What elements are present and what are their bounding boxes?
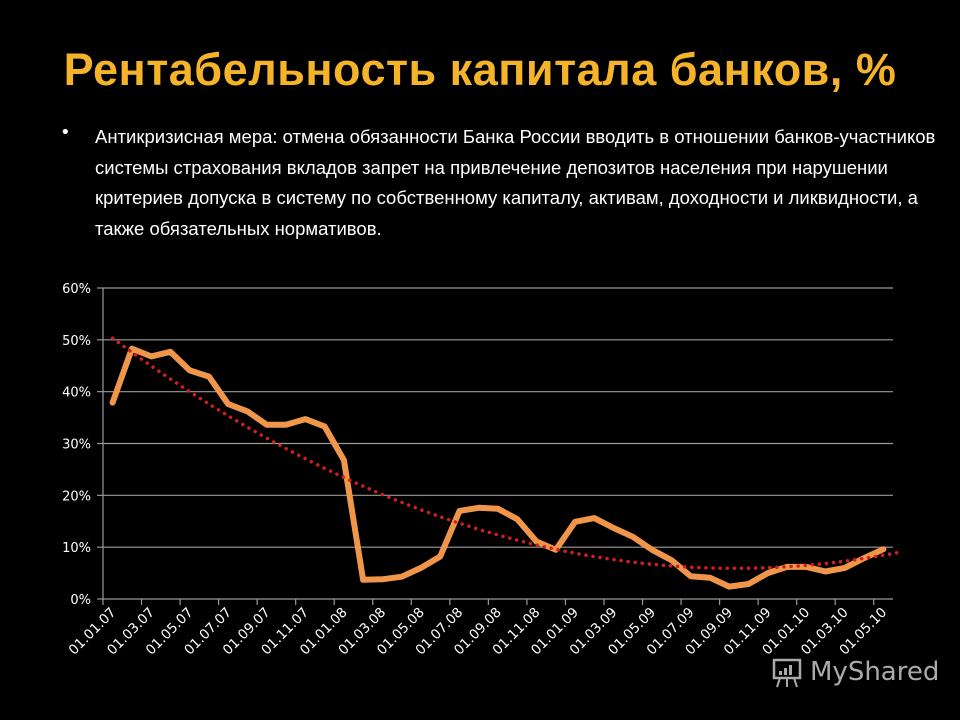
y-tick-label: 10%: [62, 541, 91, 556]
data-point: [784, 564, 790, 570]
data-point: [245, 408, 251, 414]
bullet-icon: •: [60, 122, 71, 143]
data-point: [302, 416, 308, 422]
data-point: [206, 374, 212, 380]
y-tick-label: 50%: [62, 334, 91, 349]
data-point: [167, 349, 173, 355]
slide-title: Рентабельность капитала банков, %: [63, 44, 897, 95]
y-tick-label: 60%: [62, 282, 91, 297]
data-point: [437, 553, 443, 559]
data-point: [225, 401, 231, 407]
bullet-item: • Антикризисная мера: отмена обязанности…: [60, 122, 940, 244]
watermark-text: MyShared: [810, 657, 940, 687]
y-tick-label: 20%: [62, 489, 91, 504]
presentation-board-icon: [772, 658, 802, 688]
data-point: [591, 515, 597, 521]
data-point: [187, 367, 193, 373]
watermark: MyShared: [770, 655, 939, 689]
data-point: [418, 565, 424, 571]
y-tick-label: 30%: [62, 438, 91, 453]
data-point: [399, 574, 405, 580]
data-point: [264, 422, 270, 428]
data-point: [148, 353, 154, 359]
data-point: [456, 508, 462, 514]
data-point: [649, 547, 655, 553]
data-point: [707, 575, 713, 581]
data-point: [379, 576, 385, 582]
data-point: [514, 516, 520, 522]
data-point: [322, 423, 328, 429]
data-point: [726, 584, 732, 590]
data-point: [476, 505, 482, 511]
data-point: [688, 573, 694, 579]
data-point: [823, 569, 829, 575]
data-point: [611, 525, 617, 531]
roe-series-line: [109, 345, 887, 590]
y-tick-label: 0%: [70, 593, 91, 608]
data-point: [745, 581, 751, 587]
polynomial-trendline: [110, 336, 900, 571]
data-point: [110, 400, 116, 406]
data-point: [765, 570, 771, 576]
data-point: [842, 565, 848, 571]
data-point: [630, 534, 636, 540]
data-point: [668, 557, 674, 563]
bullet-text: Антикризисная мера: отмена обязанности Б…: [95, 126, 936, 239]
y-tick-label: 40%: [62, 386, 91, 401]
data-point: [360, 577, 366, 583]
data-point: [283, 422, 289, 428]
data-point: [534, 538, 540, 544]
data-point: [495, 506, 501, 512]
data-point: [880, 546, 886, 552]
data-point: [341, 457, 347, 463]
data-point: [572, 519, 578, 525]
